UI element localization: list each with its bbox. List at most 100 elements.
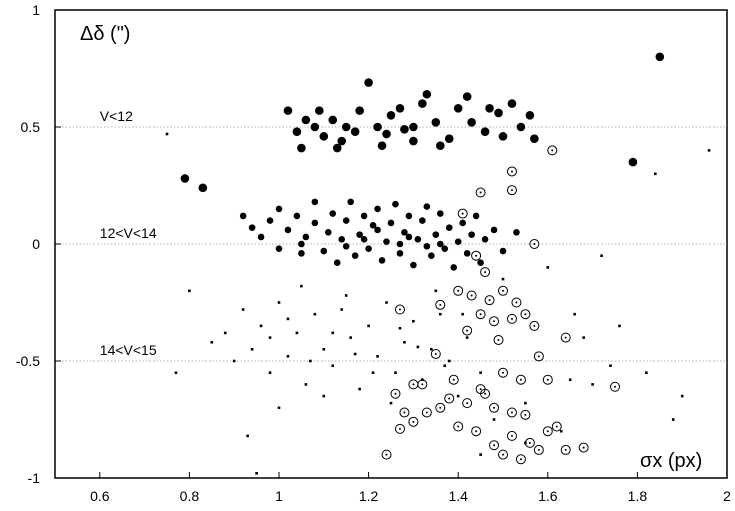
point-open-circle: [515, 374, 526, 385]
point-open-circle-center: [412, 420, 415, 423]
point-v-lt-12: [341, 122, 351, 132]
y-axis-title: Δδ ("): [80, 23, 130, 45]
axis-ticks: 0.6 0.8 1 1.2 1.4 1.6 1.8 2 -1 -0.5 0 0.5 1: [16, 2, 731, 504]
x-tick-label: 1.6: [538, 488, 558, 504]
point-v-12-14: [329, 210, 337, 217]
point-v-lt-12: [444, 134, 454, 143]
point-open-circle: [498, 285, 508, 296]
point-open-circle-center: [479, 388, 482, 391]
point-open-circle-center: [533, 324, 536, 327]
point-v-14-15: [313, 312, 317, 316]
point-v-12-14: [360, 212, 368, 220]
point-v-14-15: [344, 294, 348, 297]
point-v-14-15: [340, 308, 344, 311]
grid-lines: [55, 126, 727, 362]
point-open-circle-center: [398, 308, 401, 311]
point-v-12-14: [468, 231, 475, 238]
point-v-lt-12: [400, 125, 409, 134]
x-tick-label: 0.6: [90, 488, 110, 504]
point-open-circle: [489, 316, 500, 327]
magnitude-band-label: 14<V<15: [100, 342, 157, 358]
point-open-circle-center: [493, 406, 496, 409]
point-v-lt-12: [422, 89, 432, 99]
point-open-circle: [506, 166, 517, 177]
point-v-14-15: [300, 284, 303, 288]
point-open-circle-center: [510, 411, 513, 414]
point-v-12-14: [472, 212, 480, 220]
point-v-12-14: [419, 217, 426, 224]
point-v-14-15: [268, 336, 272, 339]
point-open-circle-center: [421, 383, 424, 386]
point-v-14-15: [277, 301, 281, 304]
point-open-circle-center: [479, 191, 482, 194]
point-v-lt-12: [364, 78, 373, 87]
point-v-14-15: [546, 266, 550, 269]
point-open-circle: [381, 449, 392, 460]
x-axis-title: σx (px): [640, 450, 702, 472]
point-v-12-14: [436, 240, 444, 248]
point-v-14-15: [416, 345, 420, 349]
point-open-circle-center: [537, 448, 540, 451]
point-open-circle: [610, 381, 620, 392]
point-open-circle-center: [403, 411, 406, 414]
point-v-12-14: [454, 238, 462, 245]
point-open-circle: [480, 267, 491, 278]
point-v-14-15: [618, 324, 621, 328]
point-v-12-14: [513, 229, 520, 236]
point-v-12-14: [428, 252, 435, 259]
point-open-circle: [511, 297, 522, 308]
point-v-lt-12: [453, 103, 463, 113]
point-open-circle: [462, 398, 473, 409]
point-open-circle: [430, 348, 441, 359]
point-v-14-15: [671, 418, 675, 421]
point-v-14-15: [331, 364, 335, 367]
point-open-circle-center: [546, 430, 549, 433]
point-v-14-15: [286, 355, 290, 358]
x-tick-label: 2: [723, 488, 731, 504]
point-v-14-15: [353, 352, 357, 356]
point-open-circle-center: [510, 317, 513, 320]
x-tick-label: 1.4: [448, 488, 468, 504]
y-tick-label: -1: [28, 470, 41, 486]
point-v-14-15: [479, 371, 482, 374]
point-v-14-15: [465, 336, 469, 339]
point-open-circle: [484, 295, 495, 306]
point-v-lt-12: [315, 106, 324, 115]
point-open-circle-center: [484, 271, 487, 274]
point-open-circle-center: [385, 453, 388, 456]
point-open-circle: [453, 285, 464, 296]
point-v-lt-12: [485, 103, 494, 113]
point-open-circle: [466, 290, 477, 301]
point-v-12-14: [387, 219, 395, 227]
point-v-12-14: [333, 259, 341, 267]
point-v-12-14: [298, 250, 305, 257]
point-open-circle-center: [412, 383, 415, 386]
point-open-circle: [453, 421, 464, 432]
point-v-14-15: [434, 289, 438, 293]
point-v-14-15: [573, 312, 576, 316]
point-v-12-14: [445, 224, 453, 231]
point-open-circle-center: [564, 336, 567, 339]
point-v-14-15: [559, 429, 563, 433]
point-v-12-14: [248, 224, 256, 231]
point-v-lt-12: [431, 118, 441, 127]
point-v-14-15: [430, 348, 433, 351]
point-open-circle-center: [448, 397, 451, 400]
point-open-circle-center: [510, 434, 513, 437]
point-v-14-15: [188, 289, 191, 293]
point-v-12-14: [338, 236, 346, 243]
point-v-14-15: [479, 453, 482, 456]
point-open-circle-center: [493, 320, 496, 323]
y-tick-label: 1: [32, 2, 40, 18]
point-v-14-15: [524, 401, 527, 405]
point-v-12-14: [342, 217, 350, 224]
annotations: V<12 12<V<14 14<V<15: [100, 108, 157, 358]
point-v-lt-12: [373, 122, 382, 132]
point-v-12-14: [405, 212, 413, 220]
point-open-circle: [533, 351, 544, 362]
point-v-14-15: [385, 301, 388, 304]
point-v-14-15: [322, 394, 326, 398]
x-tick-label: 1.2: [359, 488, 379, 504]
point-open-circle: [506, 313, 517, 324]
point-v-14-15: [322, 348, 326, 351]
